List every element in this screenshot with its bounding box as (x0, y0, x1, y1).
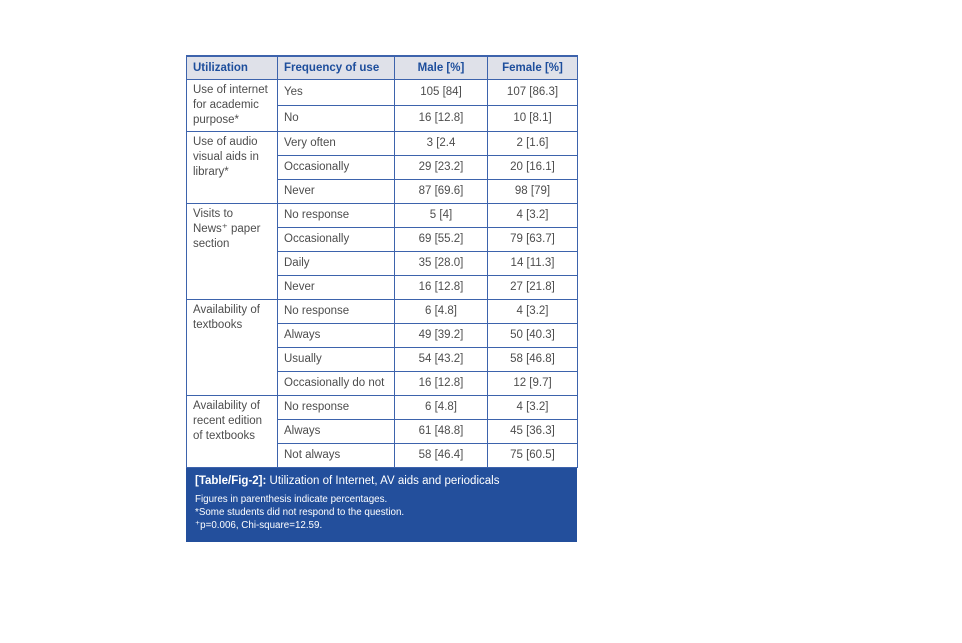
male-value-cell: 69 [55.2] (394, 226, 488, 252)
group-label-cell: Use of internet for academic purpose* (186, 79, 278, 132)
column-header: Frequency of use (277, 55, 395, 80)
caption-note-asterisk: *Some students did not respond to the qu… (195, 506, 405, 518)
table-row: Always 61 [48.8] 45 [36.3] (187, 418, 578, 444)
female-value-cell: 14 [11.3] (487, 250, 578, 276)
caption-notes: Figures in parenthesis indicate percenta… (195, 494, 568, 533)
male-value-cell: 16 [12.8] (394, 274, 488, 300)
table-row: Visits to News⁺ paper section No response… (186, 202, 578, 300)
table-row: Occasionally 69 [55.2] 79 [63.7] (187, 226, 578, 252)
caption-note-chi-square: ⁺p=0.006, Chi-square=12.59. (195, 519, 323, 531)
table-row: Use of internet for academic purpose* Yes… (186, 79, 578, 132)
male-value-cell: 16 [12.8] (394, 104, 488, 132)
column-header: Female [%] (487, 55, 578, 80)
table-row: Availability of textbooks No response 6 [4… (186, 298, 578, 396)
male-value-cell: 6 [4.8] (394, 394, 488, 420)
group-label-cell: Use of audio visual aids in library* (186, 130, 278, 204)
female-value-cell: 79 [63.7] (487, 226, 578, 252)
male-value-cell: 5 [4] (394, 202, 488, 228)
frequency-cell: No response (277, 394, 395, 420)
frequency-cell: Occasionally do not (277, 370, 395, 396)
table-row: No 16 [12.8] 10 [8.1] (187, 104, 578, 132)
table-row: Not always 58 [46.4] 75 [60.5] (187, 442, 578, 468)
female-value-cell: 45 [36.3] (487, 418, 578, 444)
female-value-cell: 4 [3.2] (487, 394, 578, 420)
table-row: Never 87 [69.6] 98 [79] (187, 178, 578, 204)
female-value-cell: 50 [40.3] (487, 322, 578, 348)
frequency-cell: Occasionally (277, 154, 395, 180)
female-value-cell: 75 [60.5] (487, 442, 578, 468)
male-value-cell: 54 [43.2] (394, 346, 488, 372)
column-header: Utilization (186, 55, 278, 80)
caption-text: Utilization of Internet, AV aids and per… (269, 474, 500, 487)
male-value-cell: 35 [28.0] (394, 250, 488, 276)
male-value-cell: 16 [12.8] (394, 370, 488, 396)
female-value-cell: 4 [3.2] (487, 202, 578, 228)
caption-note-percentages: Figures in parenthesis indicate percenta… (195, 493, 388, 505)
column-header: Male [%] (394, 55, 488, 80)
female-value-cell: 10 [8.1] (487, 104, 578, 132)
group-label-cell: Availability of recent edition of textbo… (186, 394, 278, 468)
frequency-cell: No response (277, 202, 395, 228)
table-row: Use of audio visual aids in library* Very… (186, 130, 578, 204)
table-row: Usually 54 [43.2] 58 [46.8] (187, 346, 578, 372)
table-row: Occasionally 29 [23.2] 20 [16.1] (187, 154, 578, 180)
female-value-cell: 12 [9.7] (487, 370, 578, 396)
male-value-cell: 58 [46.4] (394, 442, 488, 468)
group-label-cell: Visits to News⁺ paper section (186, 202, 278, 300)
table-body: Use of internet for academic purpose* Yes… (186, 79, 578, 468)
caption-label: [Table/Fig-2]: (195, 474, 267, 487)
male-value-cell: 87 [69.6] (394, 178, 488, 204)
female-value-cell: 98 [79] (487, 178, 578, 204)
frequency-cell: Never (277, 274, 395, 300)
frequency-cell: Very often (277, 130, 395, 156)
table-row: Always 49 [39.2] 50 [40.3] (187, 322, 578, 348)
table-header-row: Utilization Frequency of use Male [%] Femal… (186, 55, 578, 80)
frequency-cell: Not always (277, 442, 395, 468)
frequency-cell: Yes (277, 79, 395, 106)
male-value-cell: 6 [4.8] (394, 298, 488, 324)
frequency-cell: No (277, 104, 395, 132)
table-row: Occasionally do not 16 [12.8] 12 [9.7] (187, 370, 578, 396)
male-value-cell: 29 [23.2] (394, 154, 488, 180)
table-figure: Utilization Frequency of use Male [%] Femal… (186, 55, 578, 542)
frequency-cell: Usually (277, 346, 395, 372)
frequency-cell: No response (277, 298, 395, 324)
frequency-cell: Always (277, 418, 395, 444)
frequency-cell: Daily (277, 250, 395, 276)
frequency-cell: Always (277, 322, 395, 348)
table-row: Availability of recent edition of textbo… (186, 394, 578, 468)
female-value-cell: 107 [86.3] (487, 79, 578, 106)
caption-title: [Table/Fig-2]: Utilization of Internet, … (195, 475, 568, 487)
female-value-cell: 20 [16.1] (487, 154, 578, 180)
male-value-cell: 49 [39.2] (394, 322, 488, 348)
male-value-cell: 105 [84] (394, 79, 488, 106)
table-row: Daily 35 [28.0] 14 [11.3] (187, 250, 578, 276)
data-table: Utilization Frequency of use Male [%] Femal… (186, 55, 578, 468)
frequency-cell: Occasionally (277, 226, 395, 252)
group-label-cell: Availability of textbooks (186, 298, 278, 396)
frequency-cell: Never (277, 178, 395, 204)
male-value-cell: 3 [2.4 (394, 130, 488, 156)
male-value-cell: 61 [48.8] (394, 418, 488, 444)
female-value-cell: 4 [3.2] (487, 298, 578, 324)
table-caption: [Table/Fig-2]: Utilization of Internet, … (186, 467, 577, 542)
female-value-cell: 58 [46.8] (487, 346, 578, 372)
female-value-cell: 2 [1.6] (487, 130, 578, 156)
female-value-cell: 27 [21.8] (487, 274, 578, 300)
